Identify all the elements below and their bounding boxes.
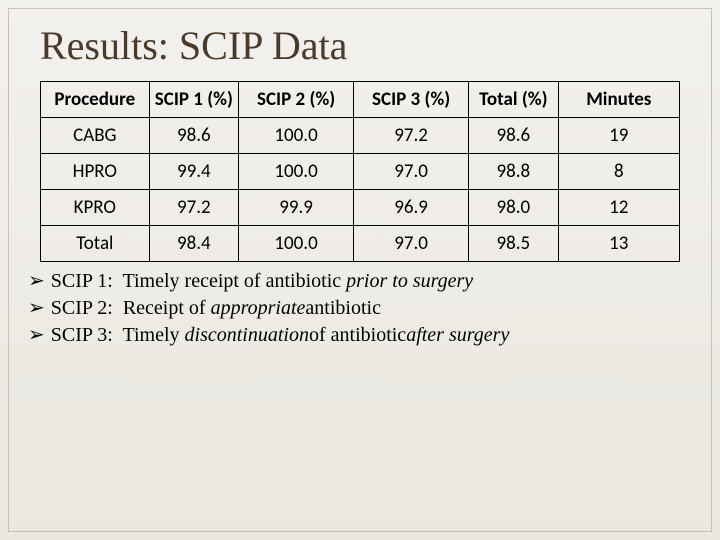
note-text: Receipt of [113,295,211,322]
bullet-icon: ➢ [28,268,45,295]
cell: 97.0 [354,226,469,262]
cell: 12 [558,190,679,226]
cell: 100.0 [239,226,354,262]
bullet-icon: ➢ [28,295,45,322]
note-emph: after surgery [406,322,509,349]
cell: 98.6 [469,118,558,154]
cell: KPRO [41,190,150,226]
cell: 98.4 [149,226,238,262]
note-label: SCIP 2: [51,295,113,322]
table-row: Total 98.4 100.0 97.0 98.5 13 [41,226,680,262]
col-scip3: SCIP 3 (%) [354,82,469,118]
cell: 8 [558,154,679,190]
col-minutes: Minutes [558,82,679,118]
col-total: Total (%) [469,82,558,118]
cell: 98.8 [469,154,558,190]
cell: 98.5 [469,226,558,262]
scip-table: Procedure SCIP 1 (%) SCIP 2 (%) SCIP 3 (… [40,81,680,262]
note-text: Timely [113,322,185,349]
cell: 99.9 [239,190,354,226]
cell: 13 [558,226,679,262]
note-emph: appropriate [211,295,306,322]
cell: HPRO [41,154,150,190]
table-row: HPRO 99.4 100.0 97.0 98.8 8 [41,154,680,190]
footnotes: ➢ SCIP 1: Timely receipt of antibiotic p… [40,268,680,349]
note-label: SCIP 3: [51,322,113,349]
note-scip3: ➢ SCIP 3: Timely discontinuation of anti… [40,322,680,349]
cell: 96.9 [354,190,469,226]
cell: 99.4 [149,154,238,190]
table-row: CABG 98.6 100.0 97.2 98.6 19 [41,118,680,154]
col-scip2: SCIP 2 (%) [239,82,354,118]
bullet-icon: ➢ [28,322,45,349]
note-emph: prior to surgery [346,268,473,295]
cell: 97.0 [354,154,469,190]
slide-content: Results: SCIP Data Procedure SCIP 1 (%) … [40,12,680,349]
note-emph: discontinuation [185,322,309,349]
cell: 97.2 [354,118,469,154]
cell: 100.0 [239,154,354,190]
col-scip1: SCIP 1 (%) [149,82,238,118]
cell: 97.2 [149,190,238,226]
cell: 100.0 [239,118,354,154]
note-text: antibiotic [305,295,381,322]
note-scip1: ➢ SCIP 1: Timely receipt of antibiotic p… [40,268,680,295]
table-header-row: Procedure SCIP 1 (%) SCIP 2 (%) SCIP 3 (… [41,82,680,118]
note-label: SCIP 1: [51,268,113,295]
cell: 19 [558,118,679,154]
table-row: KPRO 97.2 99.9 96.9 98.0 12 [41,190,680,226]
cell: 98.6 [149,118,238,154]
note-text: Timely receipt of antibiotic [113,268,346,295]
cell: Total [41,226,150,262]
cell: 98.0 [469,190,558,226]
table-body: CABG 98.6 100.0 97.2 98.6 19 HPRO 99.4 1… [41,118,680,262]
note-text: of antibiotic [309,322,406,349]
note-scip2: ➢ SCIP 2: Receipt of appropriate antibio… [40,295,680,322]
page-title: Results: SCIP Data [40,22,680,69]
col-procedure: Procedure [41,82,150,118]
cell: CABG [41,118,150,154]
